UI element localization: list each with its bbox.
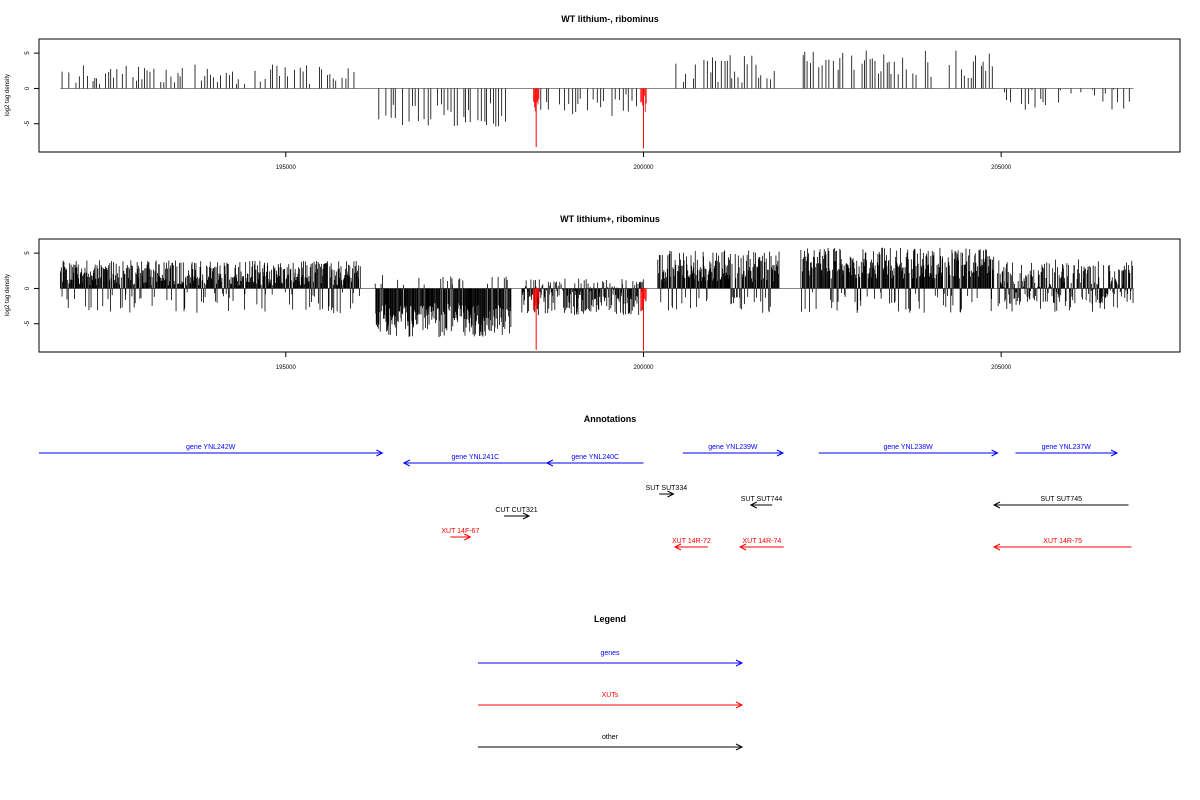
annotation-arrow bbox=[402, 459, 547, 467]
legend-label: genes bbox=[600, 650, 620, 657]
y-tick-label: -5 bbox=[25, 120, 31, 126]
annotation-label: gene YNL240C bbox=[571, 454, 619, 461]
legend-label: XUTs bbox=[602, 692, 619, 699]
y-axis-label: log2 tag density bbox=[5, 274, 11, 316]
annotation-arrow bbox=[682, 449, 785, 457]
legend-label: other bbox=[602, 734, 619, 741]
annotation-label: gene YNL241C bbox=[451, 454, 499, 461]
x-tick-label: 205000 bbox=[991, 365, 1012, 371]
annotation-label: gene YNL242W bbox=[186, 444, 236, 451]
annotation-arrow bbox=[818, 449, 999, 457]
annotation-label: SUT SUT744 bbox=[741, 496, 783, 503]
annotation-arrow bbox=[992, 543, 1132, 551]
highlight-bars bbox=[533, 88, 647, 149]
annotation-label: SUT SUT334 bbox=[646, 485, 688, 492]
annotation-arrow bbox=[992, 501, 1129, 509]
annotation-label: gene YNL239W bbox=[708, 444, 758, 451]
legend-arrow bbox=[478, 701, 744, 709]
annotation-label: XUT 14F-67 bbox=[441, 528, 479, 535]
annotation-label: XUT 14R-74 bbox=[742, 538, 781, 545]
plot-frame bbox=[38, 38, 1181, 153]
legend-arrow bbox=[478, 659, 744, 667]
annotation-arrow bbox=[673, 543, 708, 551]
legend-items: genes XUTs other bbox=[478, 650, 744, 751]
annotation-label: gene YNL238W bbox=[884, 444, 934, 451]
annotation-label: XUT 14R-75 bbox=[1043, 538, 1082, 545]
bar-series bbox=[60, 247, 1134, 338]
annotation-arrow bbox=[39, 449, 384, 457]
x-tick-label: 205000 bbox=[991, 165, 1012, 171]
panel-title: WT lithium+, ribominus bbox=[560, 214, 660, 224]
annotation-arrow bbox=[659, 490, 675, 498]
x-tick-label: 200000 bbox=[633, 165, 654, 171]
annotations-title: Annotations bbox=[584, 414, 637, 424]
panel-title: WT lithium-, ribominus bbox=[561, 14, 659, 24]
annotation-arrow bbox=[450, 533, 472, 541]
panel-lithium-plus: WT lithium+, ribominus 195000 200000 20500… bbox=[5, 214, 1181, 371]
y-tick-label: 0 bbox=[25, 86, 31, 90]
x-tick-label: 200000 bbox=[633, 365, 654, 371]
annotation-label: gene YNL237W bbox=[1042, 444, 1092, 451]
annotation-arrow bbox=[749, 501, 773, 509]
annotation-arrow bbox=[738, 543, 784, 551]
annotation-arrow bbox=[1015, 449, 1119, 457]
x-tick-label: 195000 bbox=[276, 165, 297, 171]
annotation-label: CUT CUT321 bbox=[495, 507, 537, 514]
y-tick-label: 0 bbox=[25, 286, 31, 290]
legend-arrow bbox=[478, 743, 744, 751]
highlight-bars bbox=[533, 288, 647, 351]
panel-lithium-minus: WT lithium-, ribominus 195000 200000 20500… bbox=[5, 14, 1181, 171]
y-tick-label: -5 bbox=[25, 320, 31, 326]
bar-series bbox=[60, 50, 1134, 127]
annotation-arrow bbox=[503, 512, 531, 520]
legend-panel: Legend genes XUTs other bbox=[478, 614, 744, 751]
y-tick-label: 5 bbox=[25, 251, 31, 255]
y-axis-label: log2 tag density bbox=[5, 74, 11, 116]
x-tick-label: 195000 bbox=[276, 365, 297, 371]
annotation-label: XUT 14R-72 bbox=[672, 538, 711, 545]
axes: 195000 200000 205000 5 0 -5 bbox=[25, 51, 1012, 171]
annotation-arrow bbox=[545, 459, 644, 467]
y-tick-label: 5 bbox=[25, 51, 31, 55]
plot-frame bbox=[38, 238, 1181, 353]
annotation-label: SUT SUT745 bbox=[1041, 496, 1083, 503]
legend-title: Legend bbox=[594, 614, 626, 624]
axes: 195000 200000 205000 5 0 -5 bbox=[25, 251, 1012, 371]
annotation-items: gene YNL242W gene YNL241C gene YNL240C gene… bbox=[39, 444, 1132, 551]
